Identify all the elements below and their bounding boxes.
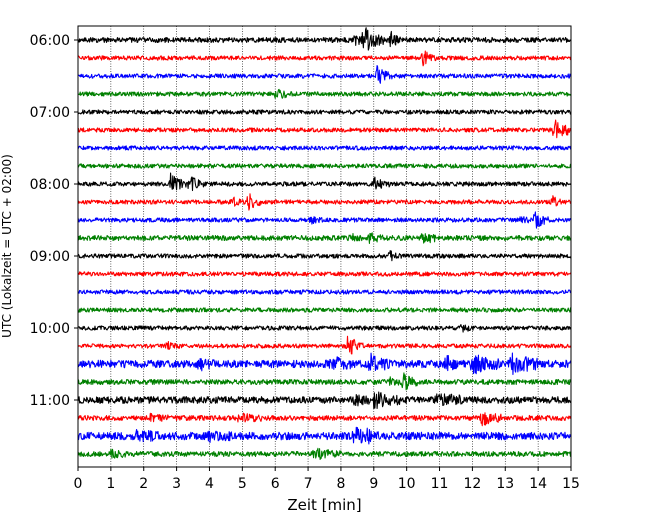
y-tick-label: 06:00 (30, 33, 70, 49)
x-tick-label: 11 (431, 476, 449, 492)
trace-0630 (77, 64, 572, 84)
trace-1100 (77, 391, 572, 410)
plot-frame (77, 25, 572, 468)
x-axis-label: Zeit [min] (287, 496, 361, 514)
y-tick-label: 07:00 (30, 105, 70, 121)
x-tick-label: 5 (238, 476, 247, 492)
trace-0700 (77, 109, 572, 115)
trace-1000 (77, 324, 572, 333)
x-tick-label: 12 (463, 476, 481, 492)
x-tick-label: 0 (74, 476, 83, 492)
x-tick-label: 4 (205, 476, 214, 492)
x-tick-label: 14 (529, 476, 547, 492)
trace-0915 (77, 271, 572, 277)
x-tick-label: 13 (496, 476, 514, 492)
trace-1130 (77, 426, 572, 445)
y-tick-label: 11:00 (30, 393, 70, 409)
x-tick-label: 6 (271, 476, 280, 492)
trace-0830 (77, 211, 572, 229)
trace-0715 (77, 119, 572, 139)
y-tick-label: 10:00 (30, 321, 70, 337)
trace-0615 (77, 50, 572, 67)
trace-1115 (77, 412, 572, 427)
trace-0800 (77, 172, 572, 192)
trace-1030 (77, 352, 572, 376)
x-tick-label: 3 (172, 476, 181, 492)
trace-0945 (77, 307, 572, 313)
trace-0900 (78, 250, 572, 262)
vertical-grid (110, 26, 539, 467)
trace-0730 (77, 145, 572, 151)
trace-1145 (77, 447, 572, 460)
trace-1015 (77, 335, 572, 355)
y-tick-label: 09:00 (30, 249, 70, 265)
seismic-traces (77, 27, 572, 460)
x-tick-label: 1 (106, 476, 115, 492)
trace-0745 (77, 163, 572, 169)
x-tick-label: 7 (304, 476, 313, 492)
plot-background (78, 26, 571, 467)
trace-1045 (77, 372, 572, 391)
x-tick-label: 15 (562, 476, 580, 492)
x-tick-label: 2 (139, 476, 148, 492)
x-tick-label: 9 (369, 476, 378, 492)
trace-0845 (77, 232, 572, 245)
trace-0815 (77, 193, 572, 211)
trace-0645 (77, 88, 572, 99)
y-axis-ticks: 06:00 07:00 08:00 09:00 10:00 11:00 (30, 33, 78, 409)
x-axis-ticks: 0 1 2 3 4 5 6 7 8 9 10 11 12 13 14 15 (74, 467, 580, 492)
y-axis-label: UTC (Lokalzeit = UTC + 02:00) (0, 154, 14, 338)
y-tick-label: 08:00 (30, 177, 70, 193)
trace-0600 (77, 27, 572, 51)
trace-0930 (77, 289, 572, 295)
x-tick-label: 10 (398, 476, 416, 492)
x-tick-label: 8 (336, 476, 345, 492)
